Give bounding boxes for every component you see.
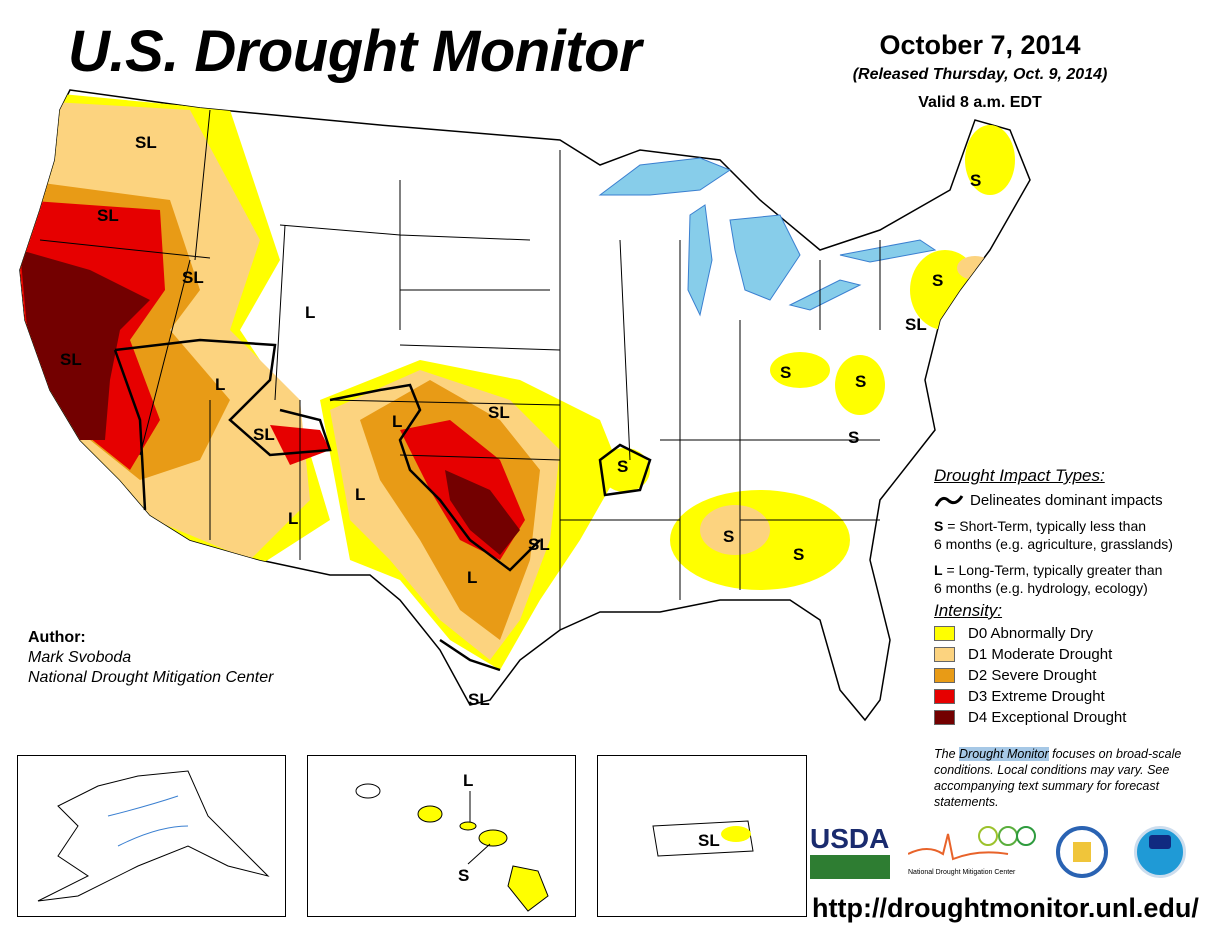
author-org: National Drought Mitigation Center bbox=[28, 669, 274, 686]
note-pre: The bbox=[934, 747, 960, 761]
intensity-label: D1 Moderate Drought bbox=[968, 646, 1113, 663]
impact-label: S bbox=[970, 171, 981, 190]
intensity-label: D2 Severe Drought bbox=[968, 667, 1097, 684]
disclaimer-note: The Drought Monitor focuses on broad-sca… bbox=[934, 746, 1214, 810]
impact-label: L bbox=[305, 303, 315, 322]
impact-label: L bbox=[215, 375, 225, 394]
usda-logo: USDA bbox=[810, 825, 890, 880]
note-highlight: Drought Monitor bbox=[959, 747, 1049, 761]
page-title: U.S. Drought Monitor bbox=[68, 19, 642, 84]
intensity-item: D3 Extreme Drought bbox=[934, 688, 1214, 705]
puerto-rico-inset: SL bbox=[597, 755, 807, 917]
d0-area-virginia bbox=[835, 355, 885, 415]
impact-label: L bbox=[288, 509, 298, 528]
impact-label: S bbox=[723, 527, 734, 546]
impact-label: S bbox=[617, 457, 628, 476]
long-term-text: L = Long-Term, typically greater than 6 … bbox=[934, 561, 1214, 597]
impact-label: L bbox=[392, 412, 402, 431]
author-block: Author: Mark Svoboda National Drought Mi… bbox=[28, 628, 273, 688]
ndmc-logo: National Drought Mitigation Center bbox=[907, 824, 1038, 879]
impact-label: S bbox=[780, 363, 791, 382]
intensity-label: D4 Exceptional Drought bbox=[968, 709, 1127, 726]
impact-label: SL bbox=[253, 425, 275, 444]
impact-label: S bbox=[848, 428, 859, 447]
impact-types-heading: Drought Impact Types: bbox=[934, 466, 1105, 485]
pr-label: SL bbox=[698, 831, 720, 850]
valid-time: Valid 8 a.m. EDT bbox=[918, 94, 1042, 111]
short-term-text: S = Short-Term, typically less than 6 mo… bbox=[934, 517, 1214, 553]
intensity-swatch bbox=[934, 689, 955, 704]
short-desc-2: 6 months (e.g. agriculture, grasslands) bbox=[934, 536, 1173, 552]
intensity-item: D2 Severe Drought bbox=[934, 667, 1214, 684]
alaska-inset bbox=[17, 755, 286, 917]
d0-area-arkansas bbox=[600, 448, 650, 492]
impact-label: S bbox=[793, 545, 804, 564]
release-date: (Released Thursday, Oct. 9, 2014) bbox=[852, 66, 1108, 83]
short-key: S bbox=[934, 518, 944, 534]
intensity-item: D0 Abnormally Dry bbox=[934, 625, 1214, 642]
legend: Drought Impact Types: Delineates dominan… bbox=[934, 466, 1214, 726]
d0-area-maine bbox=[965, 125, 1015, 195]
impact-label: S bbox=[932, 271, 943, 290]
intensity-label: D0 Abnormally Dry bbox=[968, 625, 1094, 642]
impact-label: L bbox=[355, 485, 365, 504]
long-desc-2: 6 months (e.g. hydrology, ecology) bbox=[934, 580, 1148, 596]
impact-label: SL bbox=[97, 206, 119, 225]
hawaii-label-long: L bbox=[463, 771, 473, 790]
impact-label: SL bbox=[528, 535, 550, 554]
d0-area-ohio bbox=[770, 352, 830, 388]
ndmc-logo-text: National Drought Mitigation Center bbox=[908, 869, 1016, 876]
intensity-heading: Intensity: bbox=[934, 601, 1003, 620]
impact-label: S bbox=[855, 372, 866, 391]
website-url[interactable]: http://droughtmonitor.unl.edu/ bbox=[812, 893, 1199, 923]
great-lakes bbox=[598, 157, 937, 317]
state-borders bbox=[39, 109, 881, 630]
impact-label: SL bbox=[468, 690, 490, 709]
intensity-item: D4 Exceptional Drought bbox=[934, 709, 1214, 726]
author-heading: Author: bbox=[28, 629, 86, 646]
d1-area-northeast bbox=[957, 256, 993, 280]
commerce-seal bbox=[1056, 826, 1108, 878]
note-post: focuses on broad-scale conditions. Local… bbox=[934, 747, 1182, 809]
impact-label: SL bbox=[60, 350, 82, 369]
intensity-swatch bbox=[934, 710, 955, 725]
intensity-label: D3 Extreme Drought bbox=[968, 688, 1105, 705]
drought-areas bbox=[20, 90, 1015, 670]
map-date: October 7, 2014 bbox=[879, 30, 1081, 60]
long-key: L bbox=[934, 562, 943, 578]
impact-label: SL bbox=[182, 268, 204, 287]
hawaii-label-short: S bbox=[458, 866, 469, 885]
impact-label: SL bbox=[135, 133, 157, 152]
d4-area bbox=[20, 250, 150, 440]
impact-label: L bbox=[467, 568, 477, 587]
intensity-swatch bbox=[934, 647, 955, 662]
intensity-swatch bbox=[934, 626, 955, 641]
impact-label: SL bbox=[488, 403, 510, 422]
boundary-line-icon bbox=[934, 494, 964, 507]
intensity-list: D0 Abnormally Dry D1 Moderate Drought D2 S… bbox=[934, 625, 1214, 726]
short-desc: = Short-Term, typically less than bbox=[943, 518, 1147, 534]
noaa-logo bbox=[1134, 826, 1186, 878]
impact-boundaries bbox=[113, 338, 652, 672]
usda-logo-text: USDA bbox=[810, 823, 890, 854]
hawaii-inset: L S bbox=[307, 755, 576, 917]
intensity-item: D1 Moderate Drought bbox=[934, 646, 1214, 663]
author-name: Mark Svoboda bbox=[28, 649, 132, 666]
long-desc: = Long-Term, typically greater than bbox=[942, 562, 1163, 578]
d1-area-southeast bbox=[700, 505, 770, 555]
impact-label: SL bbox=[905, 315, 927, 334]
intensity-swatch bbox=[934, 668, 955, 683]
d4-area-plains bbox=[445, 470, 520, 555]
delineates-label: Delineates dominant impacts bbox=[970, 492, 1163, 509]
